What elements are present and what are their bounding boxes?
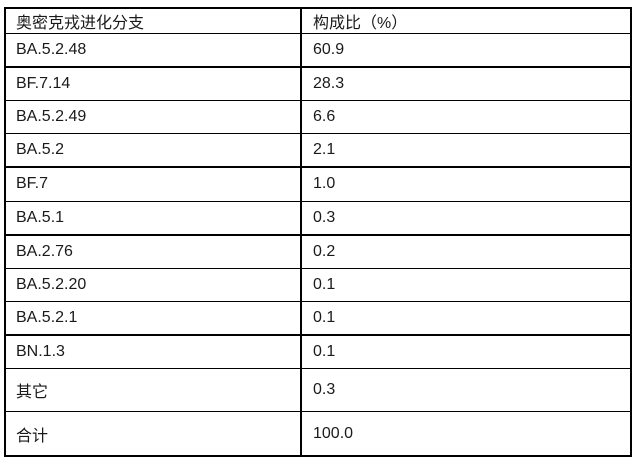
percent-cell: 2.1 xyxy=(300,133,632,169)
omicron-composition-table-wrap: 奥密克戎进化分支 构成比（%） BA.5.2.48 60.9 BF.7.14 2… xyxy=(4,7,632,457)
table-row: BA.5.2.49 6.6 xyxy=(4,100,632,135)
table-row: BA.2.76 0.2 xyxy=(4,234,632,269)
percent-cell: 0.1 xyxy=(300,267,632,302)
table-row: BF.7.14 28.3 xyxy=(4,66,632,102)
branch-cell: BA.5.2.49 xyxy=(4,100,302,135)
branch-cell: BF.7.14 xyxy=(4,66,302,102)
branch-cell: 合计 xyxy=(4,411,302,457)
branch-cell: BA.5.2.1 xyxy=(4,300,302,336)
header-row: 奥密克戎进化分支 构成比（%） xyxy=(4,7,632,34)
table-row: BA.5.2.48 60.9 xyxy=(4,33,632,69)
branch-cell: BA.5.2.20 xyxy=(4,267,302,302)
table-row: BA.5.1 0.3 xyxy=(4,200,632,236)
table-row: BA.5.2.20 0.1 xyxy=(4,267,632,302)
table-row: BA.5.2 2.1 xyxy=(4,133,632,169)
branch-cell: BA.5.2.48 xyxy=(4,33,302,69)
percent-cell: 0.1 xyxy=(300,300,632,336)
table-row: BA.5.2.1 0.1 xyxy=(4,300,632,336)
percent-cell: 28.3 xyxy=(300,66,632,102)
table-row: BF.7 1.0 xyxy=(4,166,632,202)
branch-cell: BN.1.3 xyxy=(4,334,302,370)
branch-cell: BA.5.1 xyxy=(4,200,302,236)
percent-cell: 60.9 xyxy=(300,33,632,69)
branch-cell: BA.2.76 xyxy=(4,234,302,269)
percent-cell: 0.3 xyxy=(300,368,632,413)
column-header-percent: 构成比（%） xyxy=(300,7,632,34)
table-row: 其它 0.3 xyxy=(4,368,632,413)
percent-cell: 6.6 xyxy=(300,100,632,135)
omicron-composition-table: 奥密克戎进化分支 构成比（%） BA.5.2.48 60.9 BF.7.14 2… xyxy=(4,7,632,457)
percent-cell: 0.2 xyxy=(300,234,632,269)
percent-cell: 100.0 xyxy=(300,411,632,457)
table-row: 合计 100.0 xyxy=(4,411,632,457)
percent-cell: 0.3 xyxy=(300,200,632,236)
percent-cell: 0.1 xyxy=(300,334,632,370)
branch-cell: BA.5.2 xyxy=(4,133,302,169)
percent-cell: 1.0 xyxy=(300,166,632,202)
branch-cell: BF.7 xyxy=(4,166,302,202)
table-row: BN.1.3 0.1 xyxy=(4,334,632,370)
column-header-branch: 奥密克戎进化分支 xyxy=(4,7,302,34)
branch-cell: 其它 xyxy=(4,368,302,413)
